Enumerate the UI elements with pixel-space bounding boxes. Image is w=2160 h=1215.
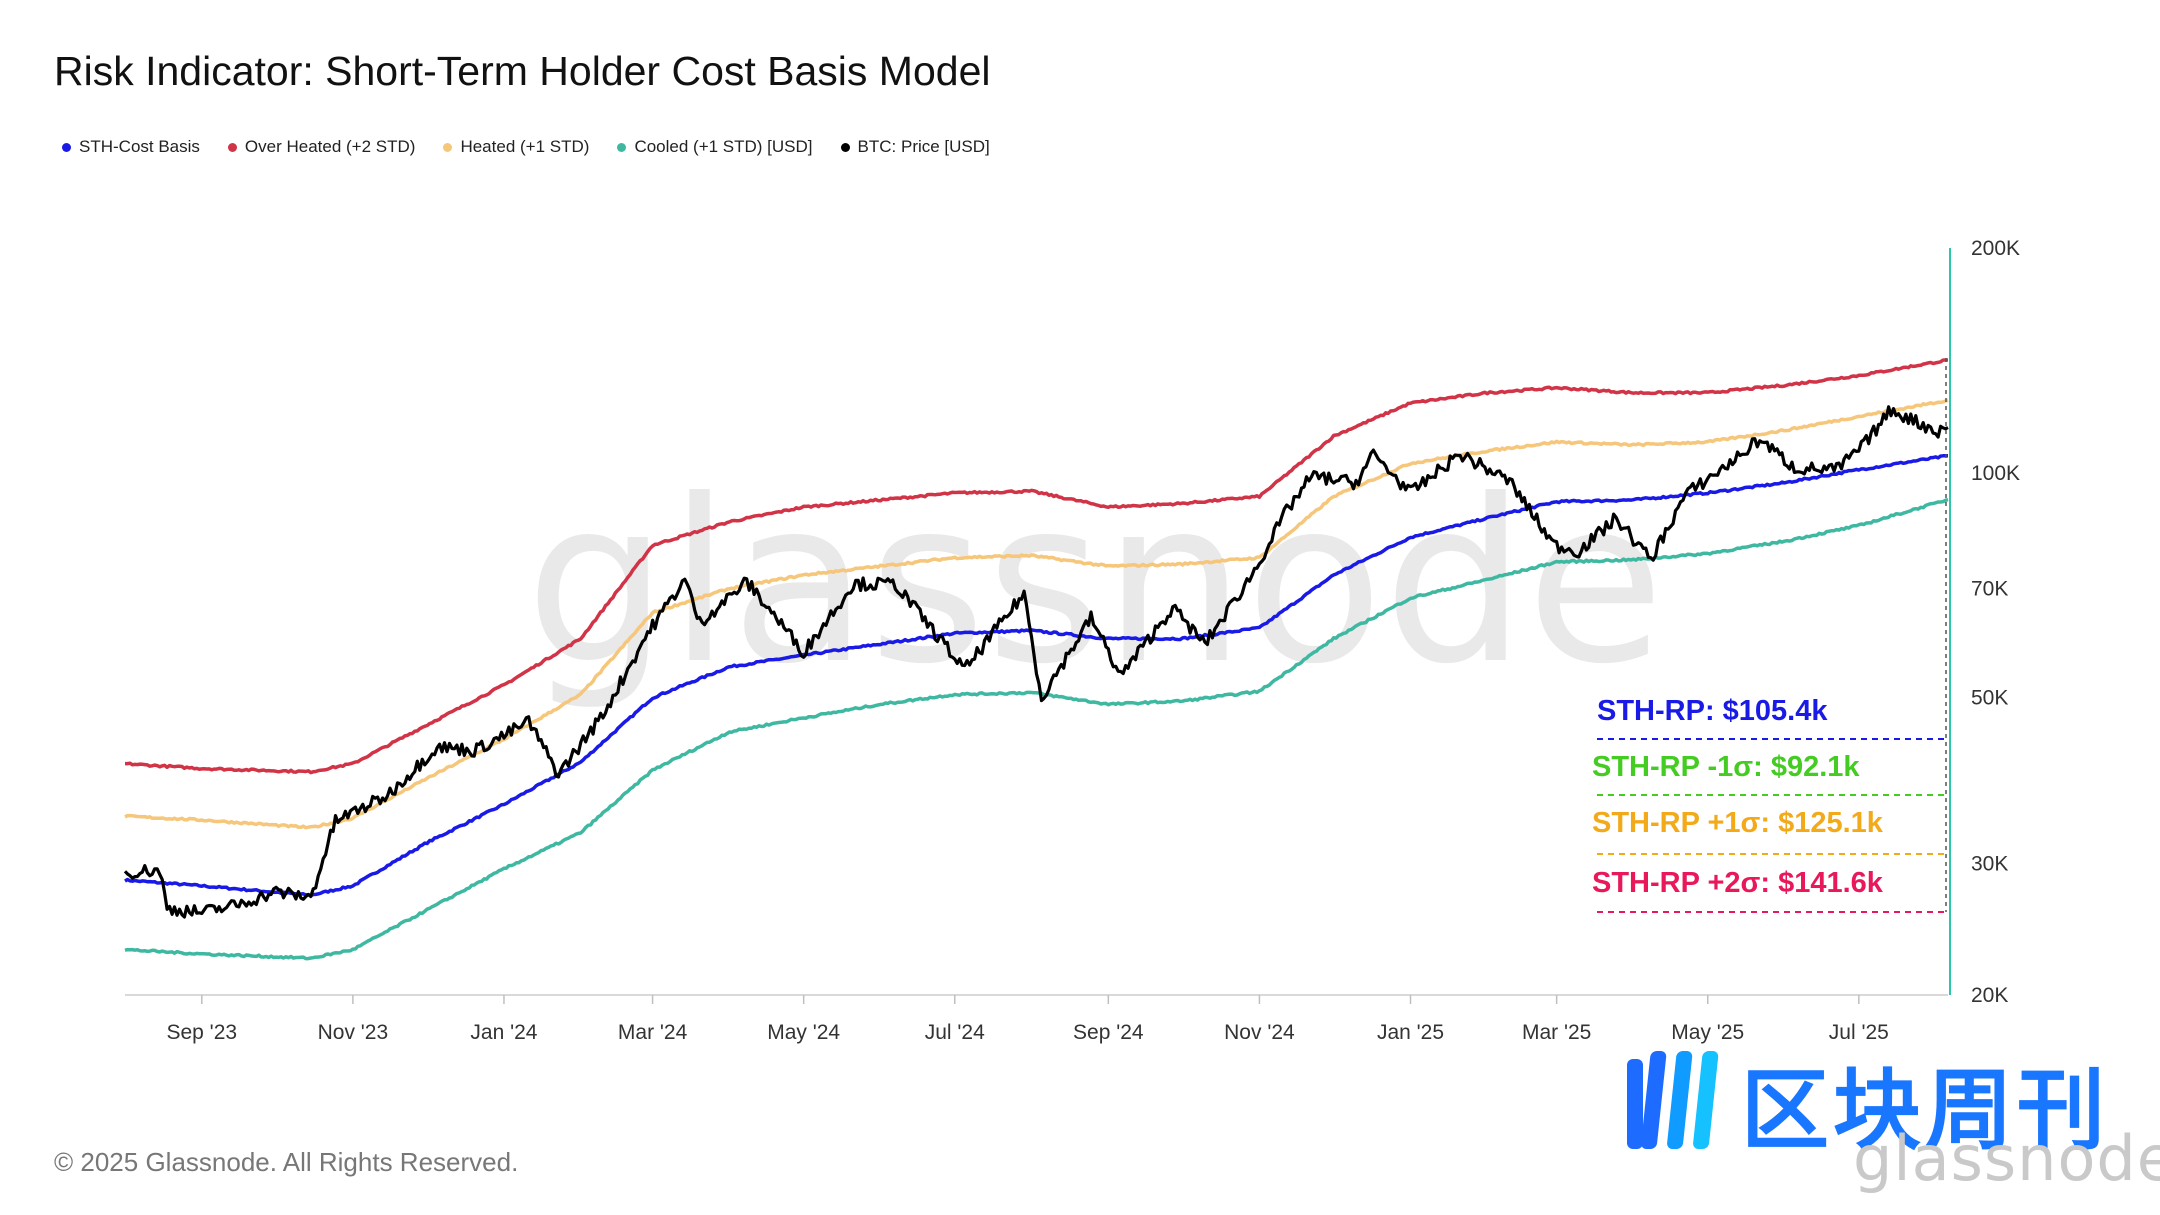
chart-title: Risk Indicator: Short-Term Holder Cost B…	[54, 48, 991, 94]
legend-dot	[62, 142, 71, 152]
cooled-line	[124, 497, 1949, 961]
x-tick-label: Jul '25	[1829, 1021, 1889, 1044]
x-tick-label: Mar '24	[618, 1021, 688, 1044]
heated-line	[124, 398, 1949, 830]
legend-label: BTC: Price [USD]	[857, 137, 990, 156]
legend-label: Cooled (+1 STD) [USD]	[634, 137, 813, 156]
x-tick-label: May '24	[767, 1021, 840, 1044]
logo-mark-icon	[1627, 1050, 1719, 1149]
annotation-label: STH-RP: $105.4k	[1597, 695, 1828, 727]
y-tick-label: 100K	[1971, 462, 2020, 485]
x-tick-label: Sep '24	[1073, 1021, 1144, 1044]
copyright-text: © 2025 Glassnode. All Rights Reserved.	[54, 1147, 519, 1177]
legend-dot	[227, 142, 237, 152]
logo-subtext: glassnode	[1853, 1122, 2160, 1195]
legend-label: Heated (+1 STD)	[460, 137, 590, 156]
y-tick-label: 20K	[1971, 984, 2008, 1007]
logo-text: 区块周刊	[1741, 1059, 2110, 1162]
logo: 区块周刊	[1625, 1040, 2109, 1167]
legend-item-over-heated[interactable]: Over Heated (+2 STD)	[227, 137, 416, 157]
y-tick-label: 30K	[1971, 852, 2008, 875]
y-tick-label: 200K	[1971, 237, 2020, 260]
legend-dot	[617, 142, 627, 152]
legend-dot	[443, 142, 453, 152]
legend-item-sth-cost-basis[interactable]: STH-Cost Basis	[62, 137, 200, 157]
x-tick-label: Jan '24	[470, 1021, 537, 1044]
sth-cost-basis-line	[124, 454, 1948, 898]
legend-item-heated[interactable]: Heated (+1 STD)	[443, 137, 589, 157]
x-tick-label: Jan '25	[1377, 1021, 1444, 1044]
x-tick-label: May '25	[1671, 1021, 1744, 1044]
annotation-label: STH-RP +2σ: $141.6k	[1592, 867, 1884, 899]
annotation-label: STH-RP +1σ: $125.1k	[1592, 807, 1884, 839]
x-tick-label: Nov '24	[1224, 1021, 1295, 1044]
legend-item-btc-price[interactable]: BTC: Price [USD]	[840, 137, 990, 157]
legend-label: Over Heated (+2 STD)	[244, 137, 416, 156]
x-tick-label: Mar '25	[1522, 1021, 1591, 1044]
y-tick-label: 50K	[1971, 687, 2008, 710]
over-heated-line	[125, 358, 1948, 775]
btc-price-line	[123, 405, 1949, 919]
legend-dot	[840, 142, 850, 152]
legend-label: STH-Cost Basis	[79, 137, 200, 156]
x-tick-label: Sep '23	[166, 1021, 237, 1044]
y-tick-label: 70K	[1971, 578, 2008, 601]
annotation-label: STH-RP -1σ: $92.1k	[1592, 751, 1860, 783]
legend-item-cooled[interactable]: Cooled (+1 STD) [USD]	[617, 137, 813, 157]
x-tick-label: Jul '24	[925, 1021, 985, 1044]
x-tick-label: Nov '23	[318, 1021, 389, 1044]
watermark: glassnode	[525, 452, 1664, 714]
legend: STH-Cost Basis Over Heated (+2 STD) Heat…	[62, 137, 990, 157]
